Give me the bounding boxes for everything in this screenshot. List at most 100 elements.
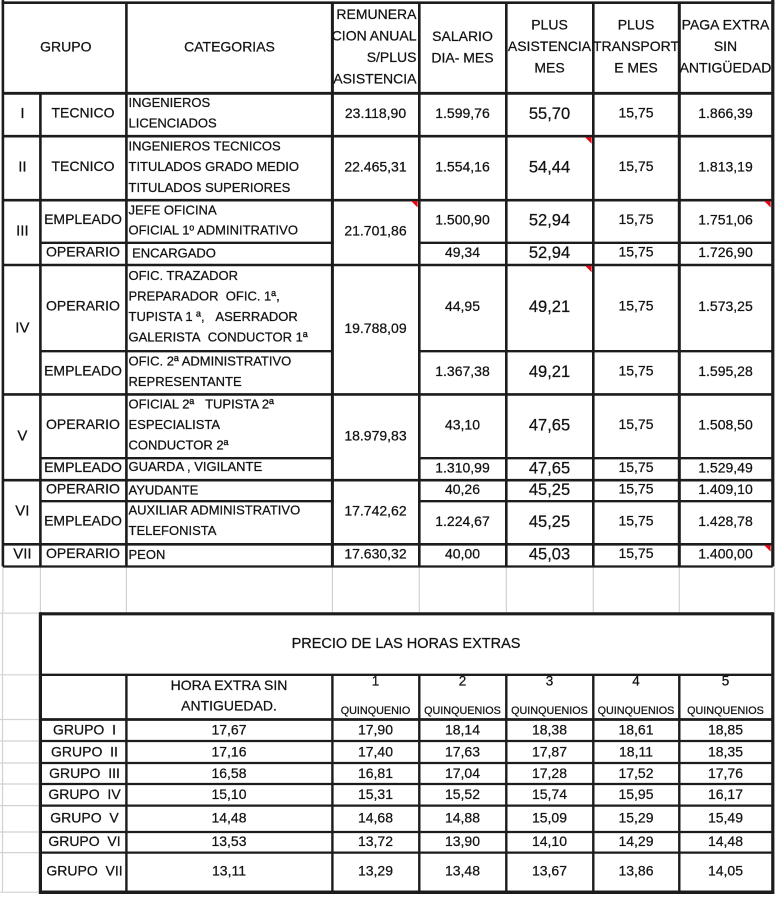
svg-text:4: 4: [632, 674, 640, 689]
svg-text:TUPISTA 1 ª, ASERRADOR: TUPISTA 1 ª, ASERRADOR: [129, 309, 298, 324]
svg-text:SALARIO: SALARIO: [432, 28, 493, 44]
svg-text:1.573,25: 1.573,25: [698, 298, 753, 314]
svg-text:1.409,10: 1.409,10: [698, 481, 753, 497]
svg-text:15,95: 15,95: [618, 786, 653, 802]
svg-text:VI: VI: [15, 502, 29, 519]
svg-text:GRUPO II: GRUPO II: [51, 743, 118, 759]
svg-text:1.400,00: 1.400,00: [698, 546, 753, 562]
svg-text:54,44: 54,44: [529, 158, 570, 176]
svg-text:1.508,50: 1.508,50: [698, 416, 753, 432]
svg-text:18,35: 18,35: [708, 743, 743, 759]
svg-text:REMUNERA: REMUNERA: [336, 6, 417, 22]
svg-text:1.813,19: 1.813,19: [698, 158, 753, 174]
svg-text:TELEFONISTA: TELEFONISTA: [129, 523, 217, 538]
svg-text:16,58: 16,58: [211, 765, 246, 781]
svg-text:45,25: 45,25: [529, 513, 570, 531]
svg-text:3: 3: [546, 674, 554, 689]
svg-text:1.726,90: 1.726,90: [698, 244, 753, 260]
svg-text:PRECIO DE LAS HORAS EXTRAS: PRECIO DE LAS HORAS EXTRAS: [292, 636, 521, 652]
svg-text:REPRESENTANTE: REPRESENTANTE: [129, 374, 242, 389]
svg-text:JEFE OFICINA: JEFE OFICINA: [129, 203, 217, 218]
svg-text:49,21: 49,21: [529, 298, 570, 316]
svg-text:14,48: 14,48: [211, 810, 246, 826]
svg-text:45,25: 45,25: [529, 481, 570, 499]
svg-text:17,90: 17,90: [358, 722, 393, 738]
svg-text:14,10: 14,10: [532, 833, 567, 849]
svg-text:15,49: 15,49: [708, 810, 743, 826]
svg-text:SIN: SIN: [714, 38, 737, 54]
svg-text:5: 5: [722, 674, 730, 689]
svg-text:CATEGORIAS: CATEGORIAS: [184, 39, 275, 55]
svg-text:1.428,78: 1.428,78: [698, 513, 753, 529]
svg-text:1.554,16: 1.554,16: [435, 158, 490, 174]
svg-text:15,31: 15,31: [358, 786, 393, 802]
svg-text:14,68: 14,68: [358, 810, 393, 826]
svg-text:15,75: 15,75: [618, 211, 653, 227]
svg-text:15,75: 15,75: [618, 545, 653, 561]
svg-text:OPERARIO: OPERARIO: [46, 244, 120, 260]
svg-text:AUXILIAR ADMINISTRATIVO: AUXILIAR ADMINISTRATIVO: [129, 502, 301, 517]
svg-text:TITULADOS SUPERIORES: TITULADOS SUPERIORES: [129, 180, 291, 195]
svg-text:EMPLEADO: EMPLEADO: [44, 362, 122, 378]
svg-text:17,16: 17,16: [211, 743, 246, 759]
svg-text:55,70: 55,70: [529, 105, 570, 123]
svg-text:TECNICO: TECNICO: [52, 158, 115, 174]
svg-text:15,29: 15,29: [618, 810, 653, 826]
svg-text:13,11: 13,11: [212, 862, 246, 878]
svg-text:EMPLEADO: EMPLEADO: [44, 211, 122, 227]
svg-text:14,48: 14,48: [708, 833, 743, 849]
svg-text:GRUPO I: GRUPO I: [53, 722, 116, 738]
svg-text:MES: MES: [534, 60, 564, 76]
svg-text:PAGA EXTRA: PAGA EXTRA: [682, 17, 770, 33]
svg-text:45,03: 45,03: [529, 546, 570, 564]
svg-text:QUINQUENIO: QUINQUENIO: [341, 705, 411, 717]
svg-text:PREPARADOR OFIC. 1ª,: PREPARADOR OFIC. 1ª,: [129, 289, 280, 304]
svg-text:15,74: 15,74: [532, 786, 567, 802]
svg-text:15,52: 15,52: [445, 786, 480, 802]
svg-text:INGENIEROS TECNICOS: INGENIEROS TECNICOS: [129, 139, 282, 154]
svg-text:15,75: 15,75: [618, 480, 653, 496]
svg-text:14,29: 14,29: [618, 833, 653, 849]
svg-text:40,26: 40,26: [445, 481, 480, 497]
svg-text:17,28: 17,28: [532, 765, 567, 781]
svg-text:13,86: 13,86: [618, 862, 653, 878]
svg-text:QUINQUENIOS: QUINQUENIOS: [424, 705, 501, 717]
svg-text:40,00: 40,00: [445, 546, 480, 562]
svg-text:ASISTENCIA: ASISTENCIA: [508, 38, 592, 54]
svg-text:III: III: [16, 223, 29, 240]
svg-text:OPERARIO: OPERARIO: [46, 416, 120, 432]
svg-text:1.310,99: 1.310,99: [435, 459, 490, 475]
svg-text:17,76: 17,76: [708, 765, 743, 781]
svg-text:13,90: 13,90: [445, 833, 480, 849]
svg-text:1.751,06: 1.751,06: [698, 212, 753, 228]
svg-text:13,67: 13,67: [532, 862, 567, 878]
svg-text:ANTIGUEDAD.: ANTIGUEDAD.: [181, 698, 277, 714]
svg-text:13,29: 13,29: [358, 862, 393, 878]
svg-text:18,61: 18,61: [618, 722, 653, 738]
svg-text:QUINQUENIOS: QUINQUENIOS: [687, 705, 764, 717]
svg-text:18.979,83: 18.979,83: [344, 427, 406, 443]
svg-text:GRUPO VI: GRUPO VI: [48, 833, 120, 849]
svg-text:S/PLUS: S/PLUS: [367, 49, 417, 65]
svg-text:17.630,32: 17.630,32: [344, 546, 406, 562]
svg-text:OFIC. 2ª ADMINISTRATIVO: OFIC. 2ª ADMINISTRATIVO: [129, 353, 292, 368]
svg-text:ANTIGÜEDAD: ANTIGÜEDAD: [680, 59, 772, 76]
svg-text:AYUDANTE: AYUDANTE: [129, 482, 199, 497]
svg-text:17,52: 17,52: [618, 765, 653, 781]
svg-text:15,75: 15,75: [618, 512, 653, 528]
svg-text:GRUPO VII: GRUPO VII: [46, 862, 122, 878]
svg-text:TRANSPORT: TRANSPORT: [593, 38, 680, 54]
svg-text:15,75: 15,75: [618, 298, 653, 314]
svg-text:1.866,39: 1.866,39: [698, 105, 753, 121]
svg-text:ENCARGADO: ENCARGADO: [129, 245, 216, 260]
svg-text:1.224,67: 1.224,67: [435, 513, 490, 529]
svg-text:GALERISTA CONDUCTOR 1ª: GALERISTA CONDUCTOR 1ª: [129, 330, 308, 345]
svg-text:LICENCIADOS: LICENCIADOS: [129, 115, 217, 130]
svg-text:19.788,09: 19.788,09: [344, 320, 406, 336]
svg-text:14,88: 14,88: [445, 810, 480, 826]
svg-text:2: 2: [459, 674, 467, 689]
svg-text:CONDUCTOR 2ª: CONDUCTOR 2ª: [129, 438, 229, 453]
svg-text:52,94: 52,94: [529, 212, 570, 230]
svg-text:GRUPO III: GRUPO III: [49, 765, 120, 781]
svg-text:15,75: 15,75: [618, 158, 653, 174]
